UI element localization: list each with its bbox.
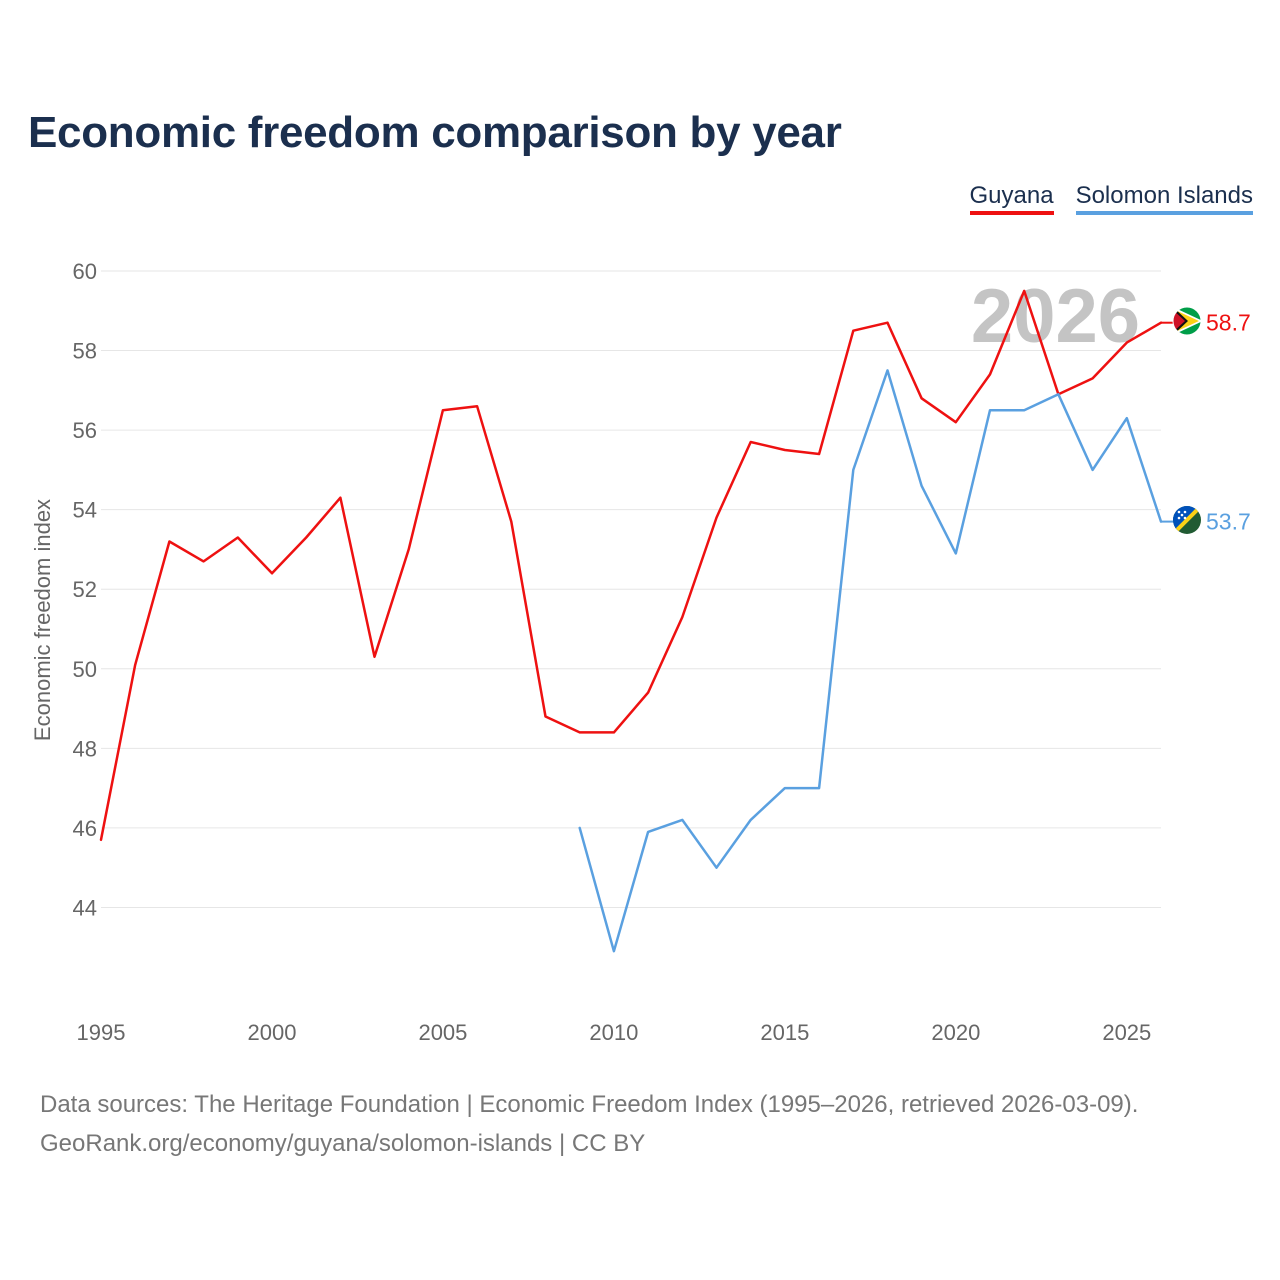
year-watermark: 2026: [971, 274, 1140, 359]
source-link[interactable]: GeoRank.org/economy/guyana/solomon-islan…: [40, 1130, 646, 1157]
x-tick-label: 2020: [931, 1020, 980, 1045]
y-tick-label: 54: [73, 498, 97, 523]
guyana-flag-icon: [1172, 306, 1202, 336]
series-line-guyana: [99, 289, 1163, 842]
legend: Guyana Solomon Islands: [969, 182, 1253, 215]
y-tick-label: 46: [73, 816, 97, 841]
y-tick-label: 44: [73, 895, 97, 920]
y-tick-label: 50: [73, 657, 97, 682]
end-value-label-guyana: 58.7: [1206, 310, 1251, 336]
y-tick-label: 58: [73, 339, 97, 364]
y-tick-label: 60: [73, 259, 97, 284]
line-chart: 44 46 48 50 52 54 56 58 60 1995 2000 2005 2010 2015 2…: [30, 259, 1251, 1045]
solomon-islands-flag-icon: [1173, 506, 1201, 534]
series-line-solomon-islands: [578, 369, 1163, 953]
x-tick-label: 1995: [77, 1020, 126, 1045]
legend-item-guyana[interactable]: Guyana: [969, 182, 1054, 215]
x-tick-label: 2015: [760, 1020, 809, 1045]
source-note: Data sources: The Heritage Foundation | …: [40, 1091, 1139, 1118]
x-tick-label: 2005: [418, 1020, 467, 1045]
y-tick-label: 52: [73, 577, 97, 602]
x-axis-ticks: 1995 2000 2005 2010 2015 2020 2025: [77, 1020, 1152, 1045]
legend-item-solomon-islands[interactable]: Solomon Islands: [1075, 182, 1253, 215]
y-axis-label: Economic freedom index: [30, 499, 55, 741]
y-tick-label: 56: [73, 418, 97, 443]
end-value-label-solomon-islands: 53.7: [1206, 509, 1251, 535]
y-tick-label: 48: [73, 736, 97, 761]
y-axis-ticks: 44 46 48 50 52 54 56 58 60: [73, 259, 97, 920]
chart-title: Economic freedom comparison by year: [28, 108, 842, 157]
grid-lines: [101, 270, 1161, 908]
x-tick-label: 2025: [1102, 1020, 1151, 1045]
footer: Data sources: The Heritage Foundation | …: [40, 1085, 1138, 1163]
x-tick-label: 2000: [247, 1020, 296, 1045]
series-layer: 58.7 53.7: [99, 289, 1251, 953]
x-tick-label: 2010: [589, 1020, 638, 1045]
